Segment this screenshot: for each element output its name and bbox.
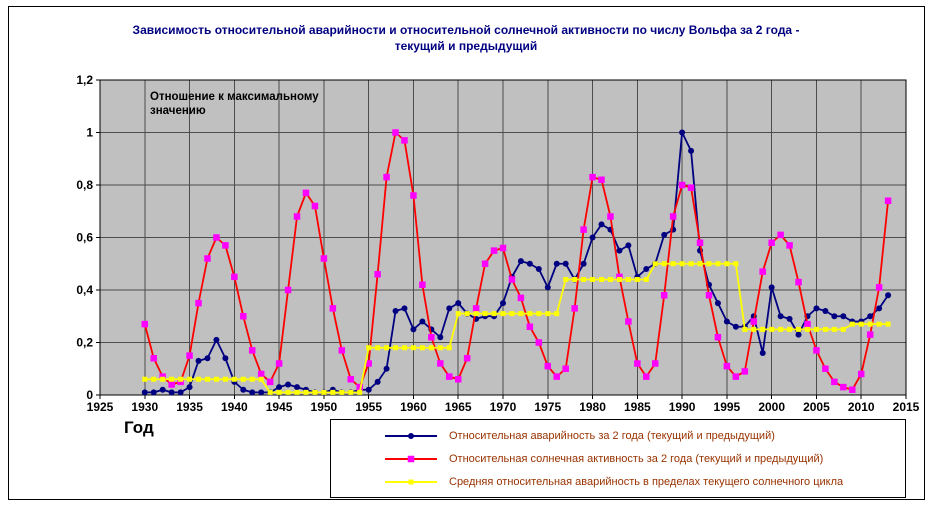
- legend-label: Относительная солнечная активность за 2 …: [449, 452, 824, 465]
- x-axis-title: Год: [124, 418, 154, 437]
- legend-item-average-accidents: Средняя относительная аварийность в пред…: [383, 475, 899, 489]
- svg-text:2015: 2015: [893, 400, 920, 414]
- svg-text:1955: 1955: [355, 400, 382, 414]
- svg-text:0,4: 0,4: [76, 283, 93, 297]
- svg-text:1940: 1940: [221, 400, 248, 414]
- svg-text:1,2: 1,2: [76, 73, 93, 87]
- chart-title-line1: Зависимость относительной аварийности и …: [132, 23, 800, 37]
- svg-text:1990: 1990: [669, 400, 696, 414]
- svg-text:1980: 1980: [579, 400, 606, 414]
- svg-text:0: 0: [86, 388, 93, 402]
- svg-text:1995: 1995: [714, 400, 741, 414]
- legend-item-accidents: Относительная аварийность за 2 года (тек…: [383, 429, 899, 443]
- legend-line-marker-icon: [383, 452, 439, 466]
- legend-line-marker-icon: [383, 475, 439, 489]
- svg-text:0,6: 0,6: [76, 231, 93, 245]
- chart-title: Зависимость относительной аварийности и …: [0, 22, 932, 54]
- svg-text:1970: 1970: [490, 400, 517, 414]
- series-markers-2: [142, 261, 891, 395]
- axis-ticks: [96, 79, 907, 399]
- svg-text:1935: 1935: [176, 400, 203, 414]
- svg-text:2010: 2010: [848, 400, 875, 414]
- series-markers-1: [141, 129, 892, 393]
- svg-text:1930: 1930: [131, 400, 158, 414]
- svg-text:1975: 1975: [534, 400, 561, 414]
- gridlines: [99, 79, 907, 396]
- svg-text:1: 1: [86, 126, 93, 140]
- svg-text:0,8: 0,8: [76, 178, 93, 192]
- legend-label: Относительная аварийность за 2 года (тек…: [449, 429, 775, 442]
- svg-text:1960: 1960: [400, 400, 427, 414]
- legend: Относительная аварийность за 2 года (тек…: [330, 419, 906, 498]
- y-axis-annotation: Отношение к максимальному значению: [150, 91, 319, 118]
- legend-line-marker-icon: [383, 429, 439, 443]
- svg-text:2000: 2000: [758, 400, 785, 414]
- legend-label: Средняя относительная аварийность в пред…: [449, 475, 844, 488]
- axis-labels: 1925 1930 1935 1940 1945 1950 1955 1960 1965 1970…: [76, 73, 919, 414]
- legend-item-solar-activity: Относительная солнечная активность за 2 …: [383, 452, 899, 466]
- svg-text:1950: 1950: [311, 400, 338, 414]
- svg-text:2005: 2005: [803, 400, 830, 414]
- svg-text:0,2: 0,2: [76, 336, 93, 350]
- chart-title-line2: текущий и предыдущий: [394, 39, 538, 54]
- svg-text:1985: 1985: [624, 400, 651, 414]
- svg-text:1925: 1925: [87, 400, 114, 414]
- svg-text:1945: 1945: [266, 400, 293, 414]
- svg-text:1965: 1965: [445, 400, 472, 414]
